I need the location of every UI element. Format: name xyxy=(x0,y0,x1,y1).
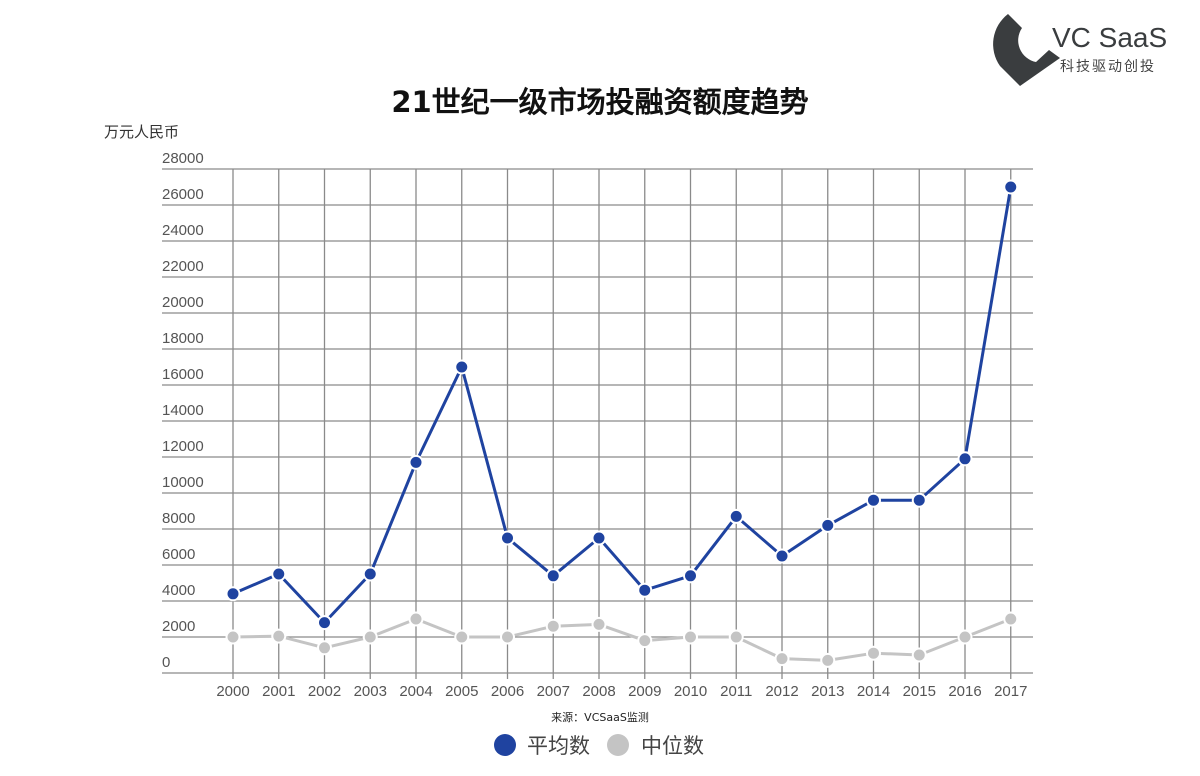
y-tick-label: 12000 xyxy=(162,438,204,455)
data-point xyxy=(500,629,515,645)
data-point xyxy=(911,492,927,508)
y-axis: 0 2000 4000 6000 8000 10000 12000 14000 16000 180… xyxy=(162,150,204,671)
data-point xyxy=(545,568,561,584)
grid xyxy=(162,168,1033,679)
x-tick-label: 2009 xyxy=(628,683,661,700)
data-point xyxy=(454,359,470,375)
y-tick-label: 14000 xyxy=(162,402,204,419)
y-tick-label: 26000 xyxy=(162,186,204,203)
data-point xyxy=(362,566,378,582)
x-tick-label: 2004 xyxy=(399,683,432,700)
data-point xyxy=(683,568,698,584)
chart-title: 21世纪一级市场投融资额度趋势 xyxy=(391,85,808,119)
data-point xyxy=(957,451,973,467)
x-tick-label: 2015 xyxy=(903,683,936,700)
data-point xyxy=(637,633,653,649)
logo-mark-icon xyxy=(993,14,1060,86)
data-point xyxy=(408,611,424,627)
data-point xyxy=(317,640,332,656)
y-tick-label: 24000 xyxy=(162,222,204,239)
x-tick-label: 2011 xyxy=(720,683,752,700)
y-tick-label: 22000 xyxy=(162,258,204,275)
data-point xyxy=(866,492,881,508)
data-point xyxy=(362,629,378,645)
y-tick-label: 16000 xyxy=(162,366,204,383)
series-line xyxy=(232,617,1012,662)
source-note: 来源：VCSaaS监测 xyxy=(551,710,649,724)
x-tick-label: 2012 xyxy=(765,683,798,700)
data-point xyxy=(271,566,287,582)
legend-label-mean: 平均数 xyxy=(527,734,590,758)
data-point xyxy=(728,629,744,645)
data-point xyxy=(683,629,698,645)
y-tick-label: 28000 xyxy=(162,150,204,167)
data-point xyxy=(774,548,790,564)
x-tick-label: 2013 xyxy=(811,683,844,700)
legend-marker-mean xyxy=(494,734,516,756)
y-tick-label: 20000 xyxy=(162,294,204,311)
x-tick-label: 2003 xyxy=(354,683,387,700)
x-tick-label: 2005 xyxy=(445,683,478,700)
legend-label-median: 中位数 xyxy=(641,734,704,758)
data-point xyxy=(591,530,607,546)
y-tick-label: 4000 xyxy=(162,582,195,599)
series-line xyxy=(232,186,1013,625)
y-tick-label: 6000 xyxy=(162,546,195,563)
x-tick-label: 2016 xyxy=(948,683,981,700)
legend-marker-median xyxy=(607,734,629,756)
series-layer xyxy=(225,179,1019,668)
data-point xyxy=(408,454,424,470)
x-tick-label: 2017 xyxy=(994,683,1027,700)
data-point xyxy=(545,618,561,634)
x-tick-label: 2002 xyxy=(308,683,341,700)
data-point xyxy=(271,628,287,644)
data-point xyxy=(728,508,744,524)
x-tick-label: 2001 xyxy=(262,683,295,700)
y-tick-label: 2000 xyxy=(162,618,195,635)
data-point xyxy=(225,586,241,602)
data-point xyxy=(911,647,927,663)
logo-name: VC SaaS xyxy=(1052,22,1167,53)
data-point xyxy=(820,517,836,533)
data-point xyxy=(1003,611,1019,627)
data-point xyxy=(225,629,241,645)
y-axis-unit-label: 万元人民币 xyxy=(104,123,179,141)
data-point xyxy=(866,645,881,661)
data-point xyxy=(1003,179,1019,195)
y-tick-label: 8000 xyxy=(162,510,195,527)
legend: 平均数 中位数 xyxy=(494,734,704,758)
x-tick-label: 2006 xyxy=(491,683,524,700)
data-point xyxy=(591,616,607,632)
x-tick-label: 2014 xyxy=(857,683,890,700)
y-tick-label: 18000 xyxy=(162,330,204,347)
y-tick-label: 10000 xyxy=(162,474,204,491)
data-point xyxy=(500,530,515,546)
x-axis: 2000 2001 2002 2003 2004 2005 2006 2007 2008 2009… xyxy=(216,683,1027,700)
logo-tagline: 科技驱动创投 xyxy=(1060,59,1156,75)
y-tick-label: 0 xyxy=(162,654,170,671)
x-tick-label: 2000 xyxy=(216,683,249,700)
data-point xyxy=(957,629,973,645)
data-point xyxy=(454,629,470,645)
x-tick-label: 2010 xyxy=(674,683,707,700)
data-point xyxy=(774,651,790,667)
vc-saas-logo: VC SaaS 科技驱动创投 xyxy=(993,14,1167,86)
x-tick-label: 2008 xyxy=(582,683,615,700)
x-tick-label: 2007 xyxy=(537,683,570,700)
data-point xyxy=(637,582,653,598)
data-point xyxy=(317,615,332,631)
data-point xyxy=(820,652,836,668)
